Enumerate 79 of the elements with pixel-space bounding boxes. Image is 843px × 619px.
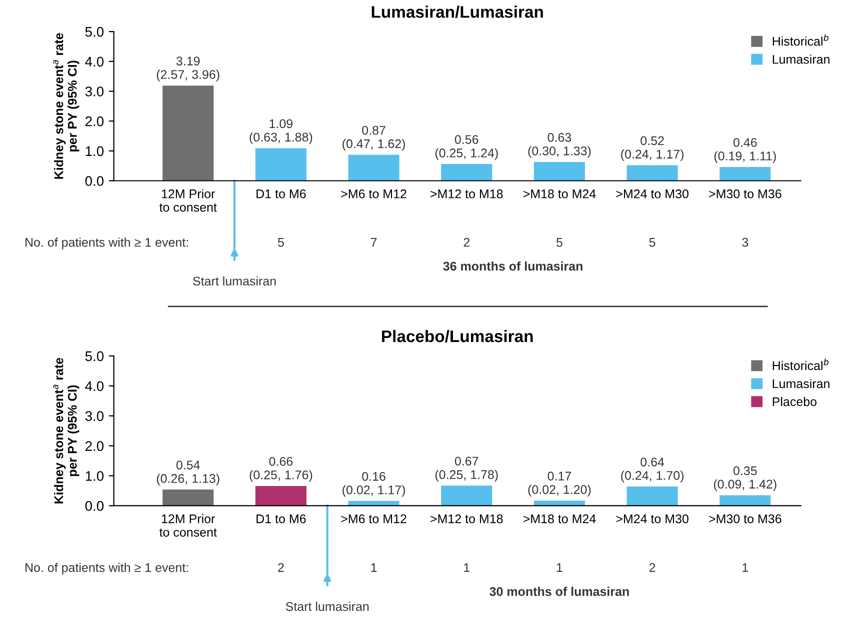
data-label: 0.54 (0.26, 1.13) xyxy=(156,460,220,486)
y-tick-label: 0.0 xyxy=(85,501,104,511)
y-tick-label: 3.0 xyxy=(85,411,104,422)
text: 1 xyxy=(371,563,377,572)
text: 5 xyxy=(649,238,656,247)
bar xyxy=(441,486,492,506)
x-tick-label: >M12 to M18 xyxy=(430,514,503,524)
data-label: 0.63 (0.30, 1.33) xyxy=(528,133,591,158)
text: 5 xyxy=(556,238,562,247)
y-tick-label: 5.0 xyxy=(85,26,104,37)
text: No. of patients with ≥ 1 event: xyxy=(26,562,188,574)
data-label: 0.66 (0.25, 1.76) xyxy=(250,456,312,482)
bar xyxy=(255,148,306,181)
y-axis-title: Kidney stone event$^{a}$ rate per PY (95% CI) xyxy=(53,358,80,504)
text: 2 xyxy=(278,563,284,572)
text: 2 xyxy=(649,563,656,572)
x-tick-label: >M30 to M36 xyxy=(709,189,782,198)
text: 5 xyxy=(278,238,284,247)
text: 1 xyxy=(556,563,562,572)
data-label: 0.87 (0.47, 1.62) xyxy=(342,126,405,151)
y-tick-label: 5.0 xyxy=(85,351,104,362)
y-tick-label: 4.0 xyxy=(85,381,104,392)
text: 1 xyxy=(742,563,748,572)
bar xyxy=(720,495,771,506)
x-tick-label: >M24 to M30 xyxy=(616,514,688,524)
data-label: 0.56 (0.25, 1.24) xyxy=(435,135,498,160)
data-label: 1.09 (0.63, 1.88) xyxy=(250,119,312,144)
x-tick-label: 12M Prior to consent xyxy=(159,514,217,537)
y-tick-label: 3.0 xyxy=(85,86,104,96)
text: 1 xyxy=(464,563,470,572)
x-tick-label: >M24 to M30 xyxy=(616,189,688,198)
data-label: 0.17 (0.02, 1.20) xyxy=(528,472,591,496)
x-tick-label: >M30 to M36 xyxy=(709,514,782,524)
bar xyxy=(626,486,678,506)
bar xyxy=(348,154,400,181)
bar xyxy=(162,490,214,506)
y-tick-label: 1.0 xyxy=(86,146,104,156)
data-label: 3.19 (2.57, 3.96) xyxy=(156,56,220,82)
text: Start lumasiran xyxy=(193,276,276,286)
bar xyxy=(720,167,771,181)
x-tick-label: D1 to M6 xyxy=(256,189,306,198)
y-tick-label: 2.0 xyxy=(85,116,104,126)
bar xyxy=(255,486,306,506)
legend-label: Historical$^{b}$ xyxy=(772,358,828,370)
text: Start lumasiran xyxy=(286,602,369,611)
data-label: 0.46 (0.19, 1.11) xyxy=(714,138,776,163)
legend-label: Placebo xyxy=(772,396,816,406)
text: 2 xyxy=(464,238,470,247)
x-tick-label: >M12 to M18 xyxy=(430,189,503,198)
x-tick-label: >M6 to M12 xyxy=(341,514,406,524)
text: 3 xyxy=(742,238,748,247)
x-tick-label: D1 to M6 xyxy=(256,514,306,524)
bar xyxy=(626,165,678,181)
bar xyxy=(162,86,214,181)
chart-title: Placebo/Lumasiran xyxy=(382,330,533,342)
data-label: 0.16 (0.02, 1.17) xyxy=(342,472,405,497)
legend-label: Lumasiran xyxy=(772,54,830,64)
y-tick-label: 0.0 xyxy=(85,176,104,186)
x-tick-label: 12M Prior to consent xyxy=(159,189,217,212)
data-label: 0.35 (0.09, 1.42) xyxy=(714,466,776,492)
x-tick-label: >M6 to M12 xyxy=(341,189,406,198)
text: 30 months of lumasiran xyxy=(490,586,629,596)
y-tick-label: 1.0 xyxy=(86,471,104,481)
chart-title: Lumasiran/Lumasiran xyxy=(372,6,543,18)
text: 36 months of lumasiran xyxy=(443,261,582,271)
y-axis-title: Kidney stone event$^{a}$ rate per PY (95% CI) xyxy=(53,33,80,179)
legend-label: Lumasiran xyxy=(772,378,830,388)
x-tick-label: >M18 to M24 xyxy=(523,189,596,198)
y-tick-label: 2.0 xyxy=(85,441,104,451)
data-label: 0.64 (0.24, 1.70) xyxy=(621,458,684,482)
bar xyxy=(441,164,492,181)
x-tick-label: >M18 to M24 xyxy=(523,514,596,524)
data-label: 0.52 (0.24, 1.17) xyxy=(621,136,684,162)
text: 7 xyxy=(370,238,377,247)
text: No. of patients with ≥ 1 event: xyxy=(26,238,188,250)
legend-label: Historical$^{b}$ xyxy=(772,34,828,46)
y-tick-label: 4.0 xyxy=(85,56,104,67)
data-label: 0.67 (0.25, 1.78) xyxy=(435,456,498,482)
bar xyxy=(534,162,585,181)
